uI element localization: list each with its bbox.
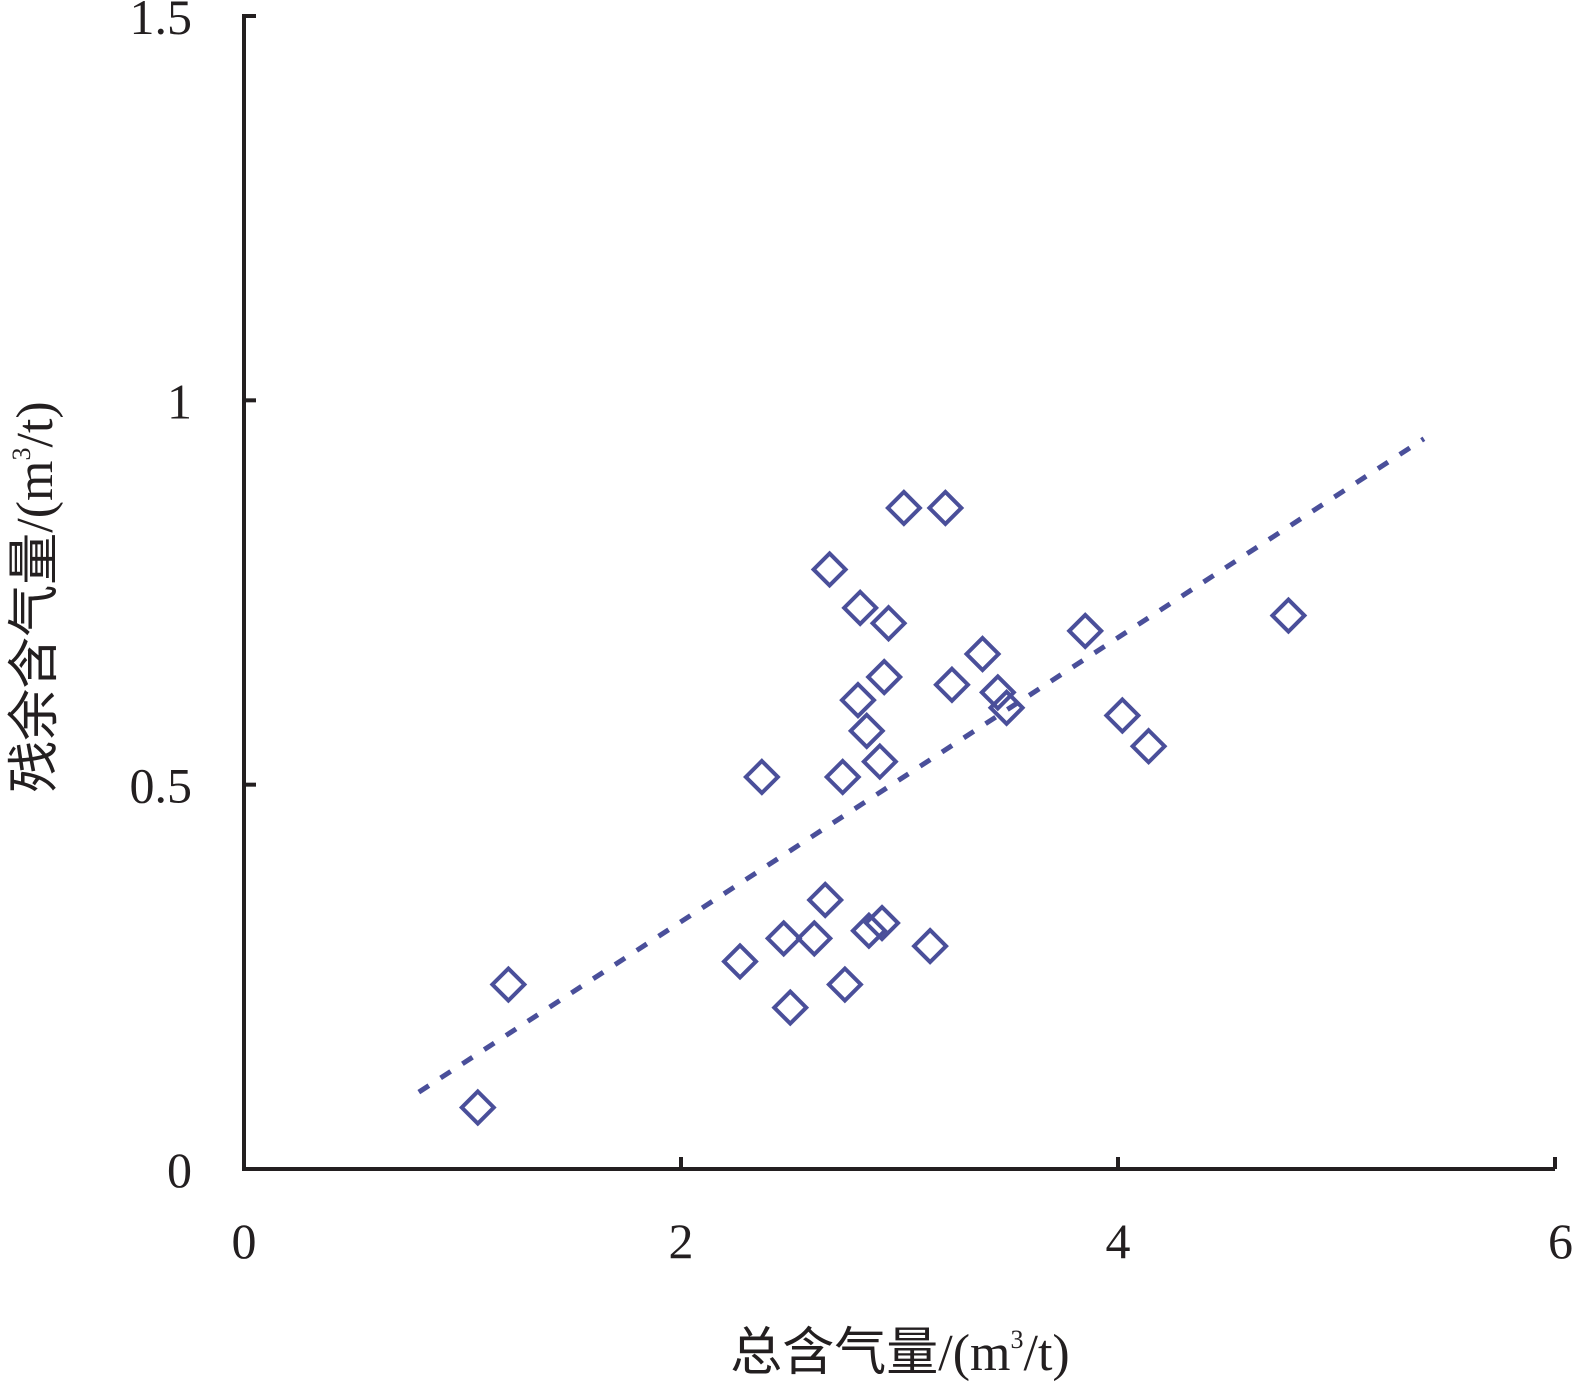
trendline: [417, 436, 1426, 1095]
data-point-marker: [839, 681, 877, 719]
data-point-marker: [771, 988, 810, 1027]
data-point-marker: [865, 658, 904, 696]
data-point-marker: [823, 758, 862, 796]
y-axis-title-unit: /t): [7, 401, 64, 447]
x-axis-title-superscript: 3: [1011, 1325, 1024, 1354]
y-tick-label: 0.5: [130, 758, 193, 814]
data-point-marker: [861, 742, 899, 781]
y-ticks: 0 0.5 1 1.5: [130, 0, 256, 1198]
data-point-marker: [863, 904, 901, 942]
data-point-marker: [826, 965, 864, 1004]
data-point-marker: [721, 942, 759, 981]
data-point-marker: [869, 604, 908, 643]
data-point-marker: [810, 550, 849, 589]
x-tick-label: 6: [1548, 1213, 1573, 1269]
data-point-marker: [850, 911, 888, 950]
y-tick-label: 1: [167, 373, 192, 429]
data-point-marker: [987, 688, 1026, 727]
data-point-marker: [795, 919, 834, 958]
y-axis-title: 残余含气量/(m3/t): [7, 401, 64, 792]
y-axis-title-superscript: 3: [7, 448, 36, 461]
data-point-marker: [963, 635, 1002, 673]
x-tick-label: 0: [232, 1213, 257, 1269]
y-tick-label: 0: [167, 1142, 192, 1198]
data-point-marker: [743, 758, 781, 796]
data-point-marker: [911, 927, 949, 965]
data-point-marker: [1066, 612, 1105, 650]
data-points: [458, 489, 1308, 1127]
x-ticks: 0 2 4 6: [232, 1157, 1573, 1269]
y-axis-title-main: 残余含气量/(m: [7, 461, 64, 793]
data-point-marker: [841, 589, 879, 627]
data-point-marker: [926, 489, 965, 527]
x-axis-title: 总含气量/(m3/t): [730, 1325, 1069, 1382]
data-point-marker: [1129, 727, 1168, 766]
data-point-marker: [1103, 696, 1142, 735]
x-tick-label: 4: [1106, 1213, 1131, 1269]
data-point-marker: [458, 1088, 497, 1127]
x-axis-title-unit: /t): [1024, 1325, 1070, 1382]
x-tick-label: 2: [669, 1213, 694, 1269]
data-point-marker: [1269, 596, 1308, 635]
data-point-marker: [978, 673, 1017, 712]
data-point-marker: [933, 665, 971, 704]
data-point-marker: [806, 881, 845, 919]
data-point-marker: [489, 965, 528, 1004]
x-axis-title-main: 总含气量/(m: [730, 1325, 1010, 1382]
data-point-marker: [764, 919, 803, 958]
data-point-marker: [885, 489, 923, 527]
y-tick-label: 1.5: [130, 0, 193, 45]
axes: 0 0.5 1 1.5 0 2 4 6: [130, 0, 1574, 1269]
data-point-marker: [847, 712, 886, 750]
